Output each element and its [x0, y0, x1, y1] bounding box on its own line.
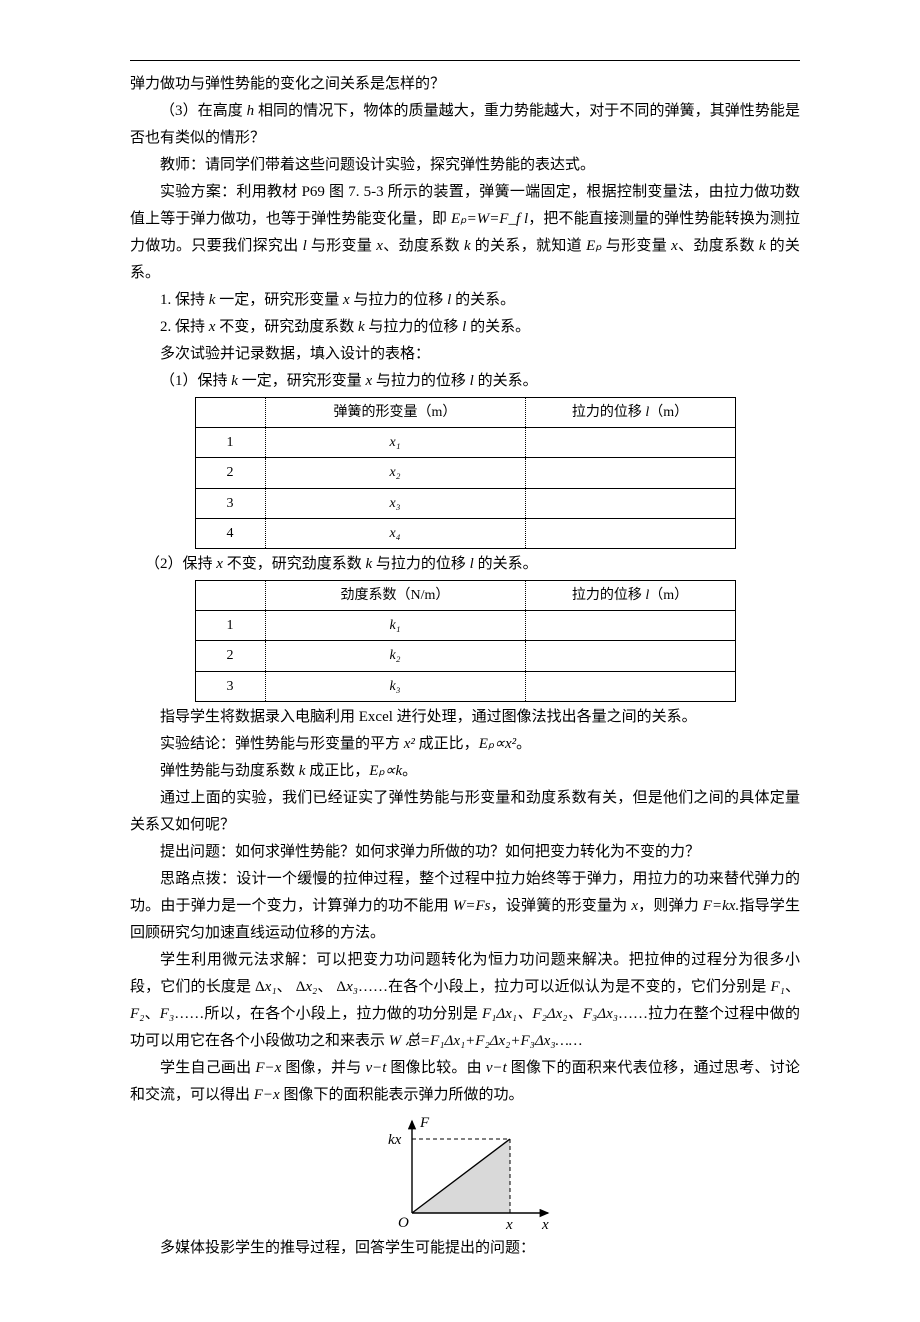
para-record: 多次试验并记录数据，填入设计的表格：	[130, 341, 800, 368]
svg-text:F: F	[419, 1115, 430, 1131]
table-stiffness: 劲度系数（N/m）拉力的位移 l（m）1k₁2k₂3k₃	[195, 580, 736, 702]
para-teacher: 教师：请同学们带着这些问题设计实验，探究弹性势能的表达式。	[130, 152, 800, 179]
table-deformation: 弹簧的形变量（m）拉力的位移 l（m）1x₁2x₂3x₃4x₄	[195, 397, 736, 549]
table-cell: x₄	[265, 518, 525, 548]
table-cell: 1	[195, 611, 265, 641]
para-questions: 提出问题：如何求弹性势能？如何求弹力所做的功？如何把变力转化为不变的力？	[130, 839, 800, 866]
table-cell: k₂	[265, 641, 525, 671]
table-cell	[525, 428, 735, 458]
document-page: 弹力做功与弹性势能的变化之间关系是怎样的？ （3）在高度 h 相同的情况下，物体…	[0, 0, 920, 1322]
table-row: 2x₂	[195, 458, 735, 488]
para-hint: 思路点拨：设计一个缓慢的拉伸过程，整个过程中拉力始终等于弹力，用拉力的功来替代弹…	[130, 866, 800, 947]
table-cell: x₂	[265, 458, 525, 488]
table-header: 拉力的位移 l（m）	[525, 398, 735, 428]
table-cell	[525, 611, 735, 641]
table-cell	[525, 458, 735, 488]
para-step2: 2. 保持 x 不变，研究劲度系数 k 与拉力的位移 l 的关系。	[130, 314, 800, 341]
table-header: 拉力的位移 l（m）	[525, 580, 735, 610]
table-header: 弹簧的形变量（m）	[265, 398, 525, 428]
table-cell: 3	[195, 488, 265, 518]
table-cell: 2	[195, 641, 265, 671]
table-cell: k₃	[265, 671, 525, 701]
para-q-quant: 通过上面的实验，我们已经证实了弹性势能与形变量和劲度系数有关，但是他们之间的具体…	[130, 785, 800, 839]
table-row: 1k₁	[195, 611, 735, 641]
table-header	[195, 580, 265, 610]
svg-text:x: x	[505, 1217, 513, 1233]
svg-text:x: x	[541, 1217, 549, 1233]
top-rule	[130, 60, 800, 61]
table-cell: x₁	[265, 428, 525, 458]
table-header	[195, 398, 265, 428]
para-step1: 1. 保持 k 一定，研究形变量 x 与拉力的位移 l 的关系。	[130, 287, 800, 314]
para-graph: 学生自己画出 F−x 图像，并与 v−t 图像比较。由 v−t 图像下的面积来代…	[130, 1055, 800, 1109]
table-cell	[525, 518, 735, 548]
para-conclusion2: 弹性势能与劲度系数 k 成正比，Eₚ∝k。	[130, 758, 800, 785]
para-excel: 指导学生将数据录入电脑利用 Excel 进行处理，通过图像法找出各量之间的关系。	[130, 704, 800, 731]
table-row: 1x₁	[195, 428, 735, 458]
para-projection: 多媒体投影学生的推导过程，回答学生可能提出的问题：	[130, 1235, 800, 1262]
para-q3: （3）在高度 h 相同的情况下，物体的质量越大，重力势能越大，对于不同的弹簧，其…	[130, 98, 800, 152]
table-row: 2k₂	[195, 641, 735, 671]
table-cell: k₁	[265, 611, 525, 641]
table-cell: 4	[195, 518, 265, 548]
para-q2: 弹力做功与弹性势能的变化之间关系是怎样的？	[130, 71, 800, 98]
table-cell: x₃	[265, 488, 525, 518]
table-row: 3k₃	[195, 671, 735, 701]
table-cell: 2	[195, 458, 265, 488]
table-row: 3x₃	[195, 488, 735, 518]
para-microelement: 学生利用微元法求解：可以把变力功问题转化为恒力功问题来解决。把拉伸的过程分为很多…	[130, 947, 800, 1055]
table-row: 4x₄	[195, 518, 735, 548]
para-table1-caption: （1）保持 k 一定，研究形变量 x 与拉力的位移 l 的关系。	[130, 368, 800, 395]
table-cell: 3	[195, 671, 265, 701]
force-displacement-chart: Fkx Ox x	[370, 1115, 560, 1235]
para-plan: 实验方案：利用教材 P69 图 7. 5-3 所示的装置，弹簧一端固定，根据控制…	[130, 179, 800, 287]
table-cell	[525, 671, 735, 701]
svg-text:kx: kx	[388, 1132, 402, 1148]
table-cell: 1	[195, 428, 265, 458]
table-cell	[525, 641, 735, 671]
svg-text:O: O	[398, 1215, 409, 1231]
para-conclusion1: 实验结论：弹性势能与形变量的平方 x² 成正比，Eₚ∝x²。	[130, 731, 800, 758]
table-header: 劲度系数（N/m）	[265, 580, 525, 610]
para-table2-caption: （2）保持 x 不变，研究劲度系数 k 与拉力的位移 l 的关系。	[130, 551, 800, 578]
table-cell	[525, 488, 735, 518]
